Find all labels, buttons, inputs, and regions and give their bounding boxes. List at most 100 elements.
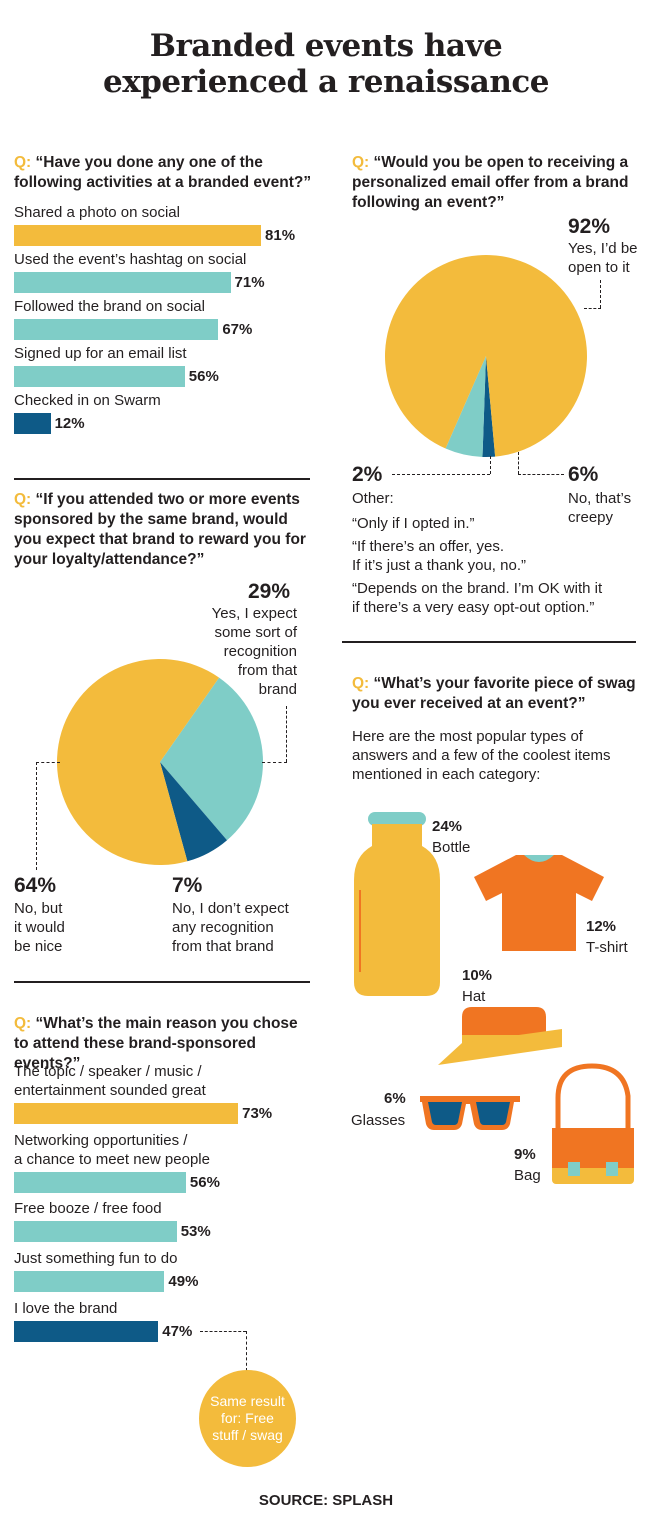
email-question: Q: “Would you be open to receiving a per… [352, 153, 652, 213]
loyalty-pie-slice [160, 762, 228, 862]
bar [14, 366, 185, 387]
email-pie-slice [482, 356, 496, 457]
bar-label: Just something fun to do [14, 1250, 178, 1267]
quote-line: if there’s a very easy opt-out option.” [352, 599, 595, 616]
leader-line [392, 474, 490, 475]
bar [14, 319, 219, 340]
hat-icon [438, 1007, 562, 1065]
leader-line [600, 280, 601, 308]
label-line: it would [14, 919, 65, 936]
bar-label: Shared a photo on social [14, 204, 180, 221]
quote-line: “Depends on the brand. I’m OK with it [352, 580, 603, 597]
activities-question-text: “Have you done any one of the following … [14, 154, 312, 191]
label-line: be nice [14, 938, 63, 955]
activities-question: Q: “Have you done any one of the followi… [14, 153, 314, 193]
bar-value-label: 81% [265, 227, 296, 244]
email-yes-label: Yes, I’d be open to it [568, 240, 638, 276]
page-title: Branded events have experienced a renais… [0, 28, 652, 100]
source-credit: SOURCE: SPLASH [258, 1492, 394, 1509]
swag-glasses-pct: 6% [384, 1090, 406, 1107]
swag-hat-label: Hat [462, 988, 486, 1005]
label-line: recognition [223, 643, 297, 660]
email-pie-slice [445, 356, 486, 457]
email-no-label: No, that’s creepy [568, 490, 632, 526]
bar-label: Signed up for an email list [14, 345, 187, 362]
email-pie-slice [384, 254, 587, 457]
title-line-1: Branded events have [149, 28, 503, 64]
divider [14, 478, 310, 480]
swag-bag-label: Bag [514, 1167, 541, 1184]
q-prefix: Q: [14, 1015, 32, 1032]
bar-label: a chance to meet new people [14, 1151, 210, 1168]
swag-question-text: “What’s your favorite piece of swag you … [352, 675, 636, 712]
bar-label: Used the event’s hashtag on social [14, 251, 247, 268]
label-line: No, I don’t expect [172, 900, 289, 917]
loyalty-question-text: “If you attended two or more events spon… [14, 491, 306, 568]
bar-value-label: 71% [234, 274, 265, 291]
email-quote-2: “If there’s an offer, yes. If it’s just … [352, 537, 526, 575]
bar [14, 225, 262, 246]
label-line: from that brand [172, 938, 274, 955]
email-quote-3: “Depends on the brand. I’m OK with it if… [352, 579, 602, 617]
email-other-label: Other: [352, 490, 394, 507]
swag-tshirt-label: T-shirt [586, 939, 628, 956]
bar-value-label: 67% [222, 321, 253, 338]
bar [14, 272, 231, 293]
email-yes-pct: 92% [568, 215, 611, 238]
bar [14, 1321, 159, 1342]
label-line: any recognition [172, 919, 274, 936]
note-text: Same result for: Free stuff / swag [210, 1393, 285, 1443]
email-no-pct: 6% [568, 463, 599, 486]
quote-line: If it’s just a thank you, no.” [352, 557, 526, 574]
q-prefix: Q: [14, 491, 32, 508]
leader-line [518, 474, 564, 475]
bar-label: I love the brand [14, 1300, 118, 1317]
swag-intro: Here are the most popular types of answe… [352, 728, 611, 783]
divider [14, 981, 310, 983]
leader-line [584, 308, 601, 309]
bar-label: entertainment sounded great [14, 1082, 206, 1099]
bar [14, 1103, 239, 1124]
leader-line [36, 762, 37, 870]
swag-tshirt-pct: 12% [586, 918, 617, 935]
bar [14, 413, 51, 434]
bar-value-label: 49% [168, 1273, 199, 1290]
email-quote-1: “Only if I opted in.” [352, 515, 475, 532]
reason-question-text: “What’s the main reason you chose to att… [14, 1015, 298, 1072]
bar-value-label: 53% [180, 1223, 211, 1240]
bar-value-label: 56% [189, 1174, 220, 1191]
loyalty-question: Q: “If you attended two or more events s… [14, 490, 314, 570]
leader-line [200, 1331, 246, 1332]
swag-hat-pct: 10% [462, 967, 493, 984]
leader-line [490, 456, 491, 474]
loyalty-pie-slice [57, 659, 220, 865]
bottle-icon [354, 812, 440, 996]
bar-label: Checked in on Swarm [14, 392, 161, 409]
glasses-icon [420, 1096, 520, 1130]
divider [342, 641, 636, 643]
bar [14, 1172, 186, 1193]
bar-value-label: 47% [162, 1323, 193, 1340]
leader-line [262, 762, 287, 763]
loyalty-no-pct: 7% [172, 874, 203, 897]
bar-label: Networking opportunities / [14, 1132, 188, 1149]
bar-label: Followed the brand on social [14, 298, 205, 315]
label-line: brand [258, 681, 297, 698]
loyalty-nice-label: No, but it would be nice [14, 899, 65, 956]
bar-value-label: 73% [242, 1105, 273, 1122]
q-prefix: Q: [352, 154, 370, 171]
leader-line [286, 706, 287, 762]
loyalty-nice-pct: 64% [14, 874, 57, 897]
email-question-text: “Would you be open to receiving a person… [352, 154, 629, 211]
leader-line [36, 762, 60, 763]
label-line: some sort of [214, 624, 297, 641]
swag-glasses-label: Glasses [351, 1112, 406, 1129]
note-bubble: Same result for: Free stuff / swag [199, 1370, 296, 1467]
title-line-2: experienced a renaissance [102, 64, 550, 100]
t-shirt-icon [474, 855, 604, 951]
label-line: No, but [14, 900, 63, 917]
swag-bottle-label: Bottle [432, 839, 471, 856]
leader-line [246, 1331, 247, 1371]
bar-label: Free booze / free food [14, 1200, 162, 1217]
swag-bottle-pct: 24% [432, 818, 463, 835]
